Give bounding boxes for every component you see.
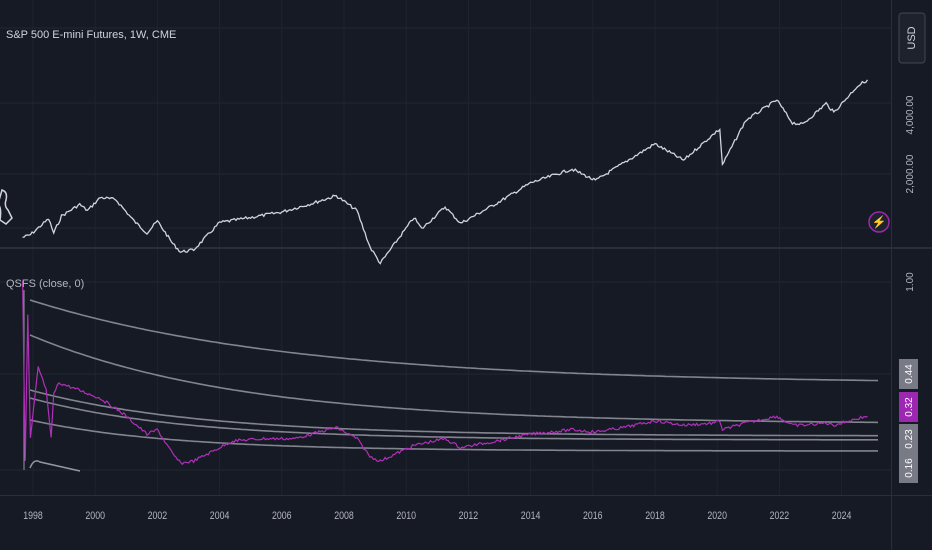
x-tick-label: 2010	[396, 510, 416, 522]
x-tick-label: 2018	[645, 510, 665, 522]
value-label: 0.23	[899, 424, 918, 454]
currency-button[interactable]: USD	[898, 12, 926, 64]
x-tick-label: 2016	[583, 510, 603, 522]
x-tick-label: 2000	[85, 510, 105, 522]
currency-label: USD	[906, 26, 918, 49]
reference-curve-stub	[29, 460, 81, 472]
indicator-tick-label: 1.00	[905, 272, 916, 292]
x-tick-label: 2004	[210, 510, 230, 522]
x-tick-label: 2006	[272, 510, 292, 522]
x-tick-label: 2024	[832, 510, 852, 522]
price-axis-border	[891, 0, 892, 550]
y-tick-label: 2,000.00	[905, 154, 916, 193]
reference-curve	[29, 299, 879, 382]
indicator-title: QSFS (close, 0)	[6, 278, 84, 290]
value-label-bg	[899, 392, 918, 422]
value-label-text: 0.16	[904, 458, 915, 478]
axis-labels: 1998 2000 2002 2004 2006 2008 2010 2012 2014 2016…	[23, 95, 916, 522]
lightning-logo[interactable]: ⚡	[868, 211, 890, 233]
pane-divider[interactable]	[0, 247, 932, 249]
value-label-bg	[899, 424, 918, 454]
reference-curve	[29, 419, 878, 452]
value-labels: 0.44 0.32 0.23 0.16	[899, 359, 918, 483]
value-label-bg	[899, 359, 918, 389]
lightning-logo-ring	[868, 211, 890, 233]
qsfs-series-line	[22, 280, 868, 466]
value-label-bg	[899, 453, 918, 483]
drawing-tool-icon[interactable]	[0, 189, 13, 225]
time-axis-border	[0, 495, 932, 496]
currency-button-frame	[898, 12, 926, 64]
indicator-reference-curves	[23, 290, 879, 472]
value-label: 0.44	[899, 359, 918, 389]
reference-curve	[29, 389, 878, 437]
main-pane-title: S&P 500 E-mini Futures, 1W, CME	[6, 29, 176, 41]
lightning-icon: ⚡	[872, 215, 887, 229]
price-series-line	[22, 79, 869, 265]
x-tick-label: 2012	[459, 510, 479, 522]
value-label: 0.32	[899, 392, 918, 422]
x-tick-label: 2002	[148, 510, 168, 522]
x-tick-label: 1998	[23, 510, 43, 522]
x-tick-label: 2022	[770, 510, 790, 522]
x-tick-label: 2020	[707, 510, 727, 522]
reference-curve	[29, 397, 878, 441]
reference-curve	[29, 334, 879, 424]
value-label: 0.16	[899, 453, 918, 483]
x-tick-label: 2014	[521, 510, 541, 522]
value-label-text: 0.23	[904, 429, 915, 449]
value-label-text: 0.32	[904, 397, 915, 417]
x-tick-label: 2008	[334, 510, 354, 522]
series-layer	[22, 79, 869, 466]
y-tick-label: 4,000.00	[905, 95, 916, 134]
value-label-text: 0.44	[904, 364, 915, 384]
